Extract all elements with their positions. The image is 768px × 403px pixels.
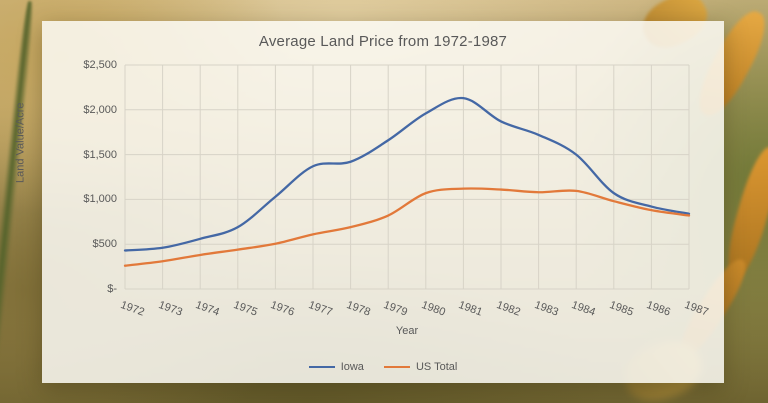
chart-canvas	[123, 64, 691, 290]
y-tick-label: $500	[92, 238, 117, 251]
x-tick-label: 1980	[419, 299, 447, 319]
legend-item-us-total: US Total	[383, 361, 458, 373]
x-tick-label: 1979	[382, 299, 410, 319]
series-line-iowa	[123, 96, 691, 252]
x-tick-label: 1974	[194, 299, 222, 319]
legend-item-iowa: Iowa	[308, 361, 364, 373]
legend-line-swatch	[308, 365, 335, 369]
x-tick-label: 1972	[118, 299, 147, 319]
x-tick-label: 1985	[607, 299, 635, 319]
chart-panel: Average Land Price from 1972-1987 Land V…	[14, 21, 724, 383]
chart-legend: Iowa US Total	[42, 361, 724, 373]
x-axis-title: Year	[395, 325, 419, 337]
x-tick-label: 1984	[570, 299, 598, 319]
x-tick-label: 1973	[156, 299, 184, 319]
legend-label: US Total	[415, 361, 458, 373]
series-line-us-total	[123, 187, 691, 267]
x-tick-label: 1987	[682, 299, 711, 319]
x-tick-label: 1978	[344, 299, 372, 319]
plot-area	[123, 64, 691, 290]
x-tick-label: 1986	[645, 299, 673, 319]
y-tick-label: $2,000	[83, 103, 117, 116]
x-tick-label: 1983	[532, 299, 560, 319]
y-axis-title: Land Value/Acre	[14, 102, 27, 183]
x-tick-label: 1982	[494, 299, 523, 319]
y-tick-label: $1,500	[83, 148, 117, 161]
y-tick-label: $1,000	[83, 193, 117, 206]
legend-line-swatch	[383, 365, 410, 369]
legend-label: Iowa	[340, 361, 364, 373]
x-tick-label: 1981	[457, 299, 485, 319]
y-tick-label: $2,500	[83, 59, 117, 71]
chart-title: Average Land Price from 1972-1987	[258, 33, 508, 50]
x-tick-label: 1976	[269, 299, 297, 319]
y-tick-label: $-	[107, 283, 117, 295]
x-tick-label: 1975	[231, 299, 259, 319]
x-tick-label: 1977	[306, 299, 335, 319]
